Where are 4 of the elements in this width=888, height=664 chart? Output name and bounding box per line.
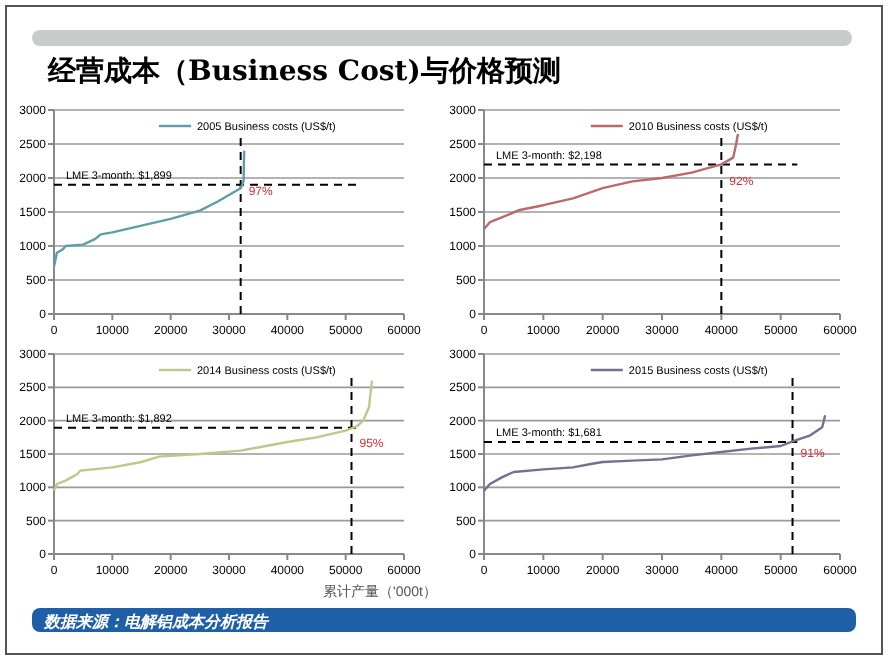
chart-title: 经营成本（Business Cost)与价格预测 (46, 56, 561, 88)
line-series (482, 414, 827, 492)
line-series (52, 149, 246, 268)
source-note: 数据来源：电解铝成本分析报告 (42, 613, 270, 631)
